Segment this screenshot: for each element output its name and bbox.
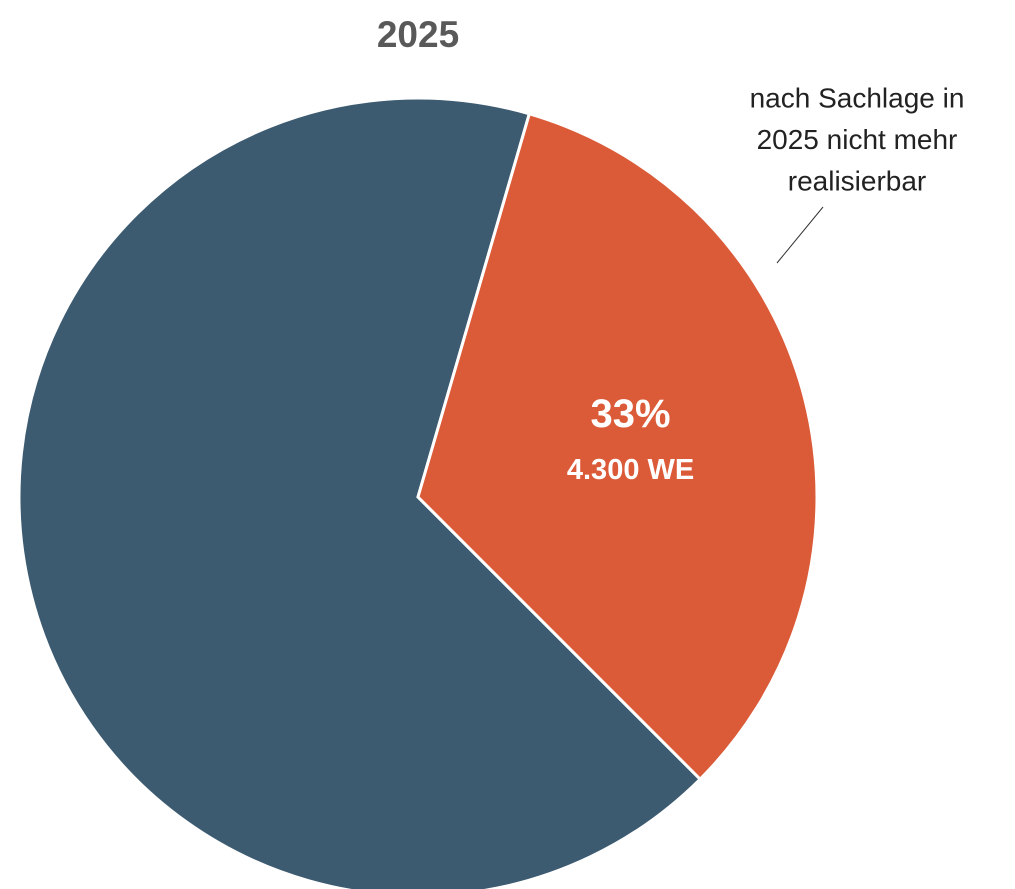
chart-title: 2025	[377, 14, 459, 55]
pie-slice	[17, 96, 703, 889]
annotation: nach Sachlage in	[750, 82, 965, 113]
annotation: realisierbar	[788, 165, 927, 196]
pie-slice	[416, 111, 819, 782]
annotation: 2025 nicht mehr	[757, 124, 958, 155]
leader-line	[776, 206, 824, 264]
value-label: 33%	[591, 392, 671, 436]
value-sublabel: 4.300 WE	[567, 454, 694, 486]
